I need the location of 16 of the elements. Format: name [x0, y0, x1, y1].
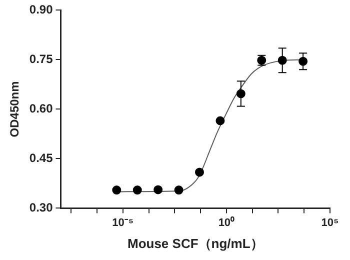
- y-axis-title: OD450nm: [8, 81, 22, 138]
- x-tick-label: 10⁰: [218, 216, 235, 229]
- x-axis-title: Mouse SCF（ng/mL）: [127, 236, 264, 251]
- y-tick-label: 0.30: [29, 200, 54, 215]
- point: [154, 185, 163, 194]
- x-tick-label: 10⁻⁵: [112, 216, 134, 229]
- point: [132, 186, 142, 195]
- point: [174, 186, 184, 195]
- y-tick-label: 0.45: [29, 151, 54, 166]
- y-tick-label: 0.75: [29, 52, 54, 66]
- point: [216, 116, 225, 126]
- x-tick-label: 10⁵: [321, 216, 339, 229]
- y-tick-label: 0.90: [29, 2, 54, 17]
- point: [112, 186, 122, 195]
- point: [195, 168, 204, 177]
- y-tick-label: 0.60: [29, 102, 54, 116]
